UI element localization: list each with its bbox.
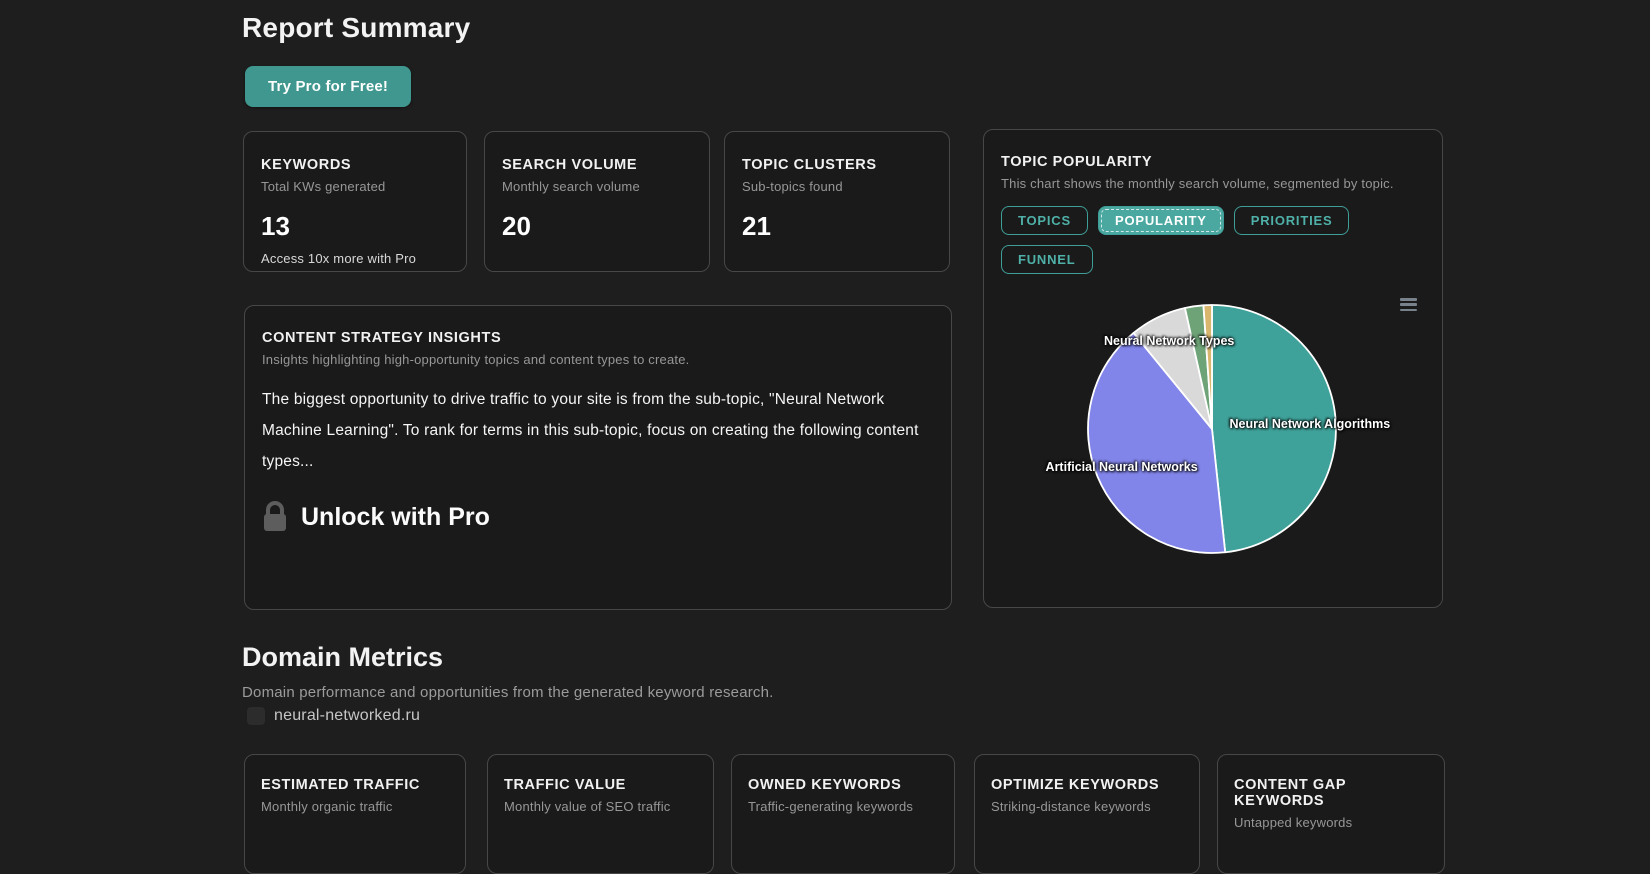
content-strategy-insights-card: CONTENT STRATEGY INSIGHTS Insights highl… [244, 305, 952, 610]
owned-keywords-card: OWNED KEYWORDS Traffic-generating keywor… [731, 754, 955, 874]
unlock-label: Unlock with Pro [301, 502, 490, 531]
stat-value: 20 [502, 211, 531, 241]
card-subtitle: Sub-topics found [742, 179, 843, 194]
traffic-value-card: TRAFFIC VALUE Monthly value of SEO traff… [487, 754, 714, 874]
card-title: TOPIC CLUSTERS [742, 157, 877, 173]
card-subtitle: Monthly search volume [502, 179, 640, 194]
card-title: CONTENT GAP KEYWORDS [1234, 777, 1346, 809]
card-subtitle: Total KWs generated [261, 179, 386, 194]
stat-value: 13 [261, 211, 290, 241]
card-title: TRAFFIC VALUE [504, 777, 626, 793]
tab-priorities[interactable]: PRIORITIES [1233, 206, 1350, 235]
estimated-traffic-card: ESTIMATED TRAFFIC Monthly organic traffi… [244, 754, 466, 874]
card-subtitle: Monthly value of SEO traffic [504, 799, 671, 814]
pie-slice-label: Neural Network Types [1103, 333, 1235, 348]
pie-slice-label: Artificial Neural Networks [1045, 459, 1198, 474]
domain-favicon-icon [247, 707, 265, 725]
tab-popularity[interactable]: POPULARITY [1097, 206, 1224, 235]
card-title: CONTENT STRATEGY INSIGHTS [262, 330, 502, 346]
unlock-with-pro-button[interactable]: Unlock with Pro [262, 501, 490, 533]
content-gap-keywords-card: CONTENT GAP KEYWORDS Untapped keywords [1217, 754, 1445, 874]
try-pro-button[interactable]: Try Pro for Free! [245, 66, 412, 107]
card-subtitle: This chart shows the monthly search volu… [1001, 176, 1394, 191]
tab-funnel[interactable]: FUNNEL [1001, 245, 1093, 274]
card-subtitle: Striking-distance keywords [991, 799, 1151, 814]
domain-metrics-heading: Domain Metrics [242, 642, 444, 672]
card-title: OPTIMIZE KEYWORDS [991, 777, 1160, 793]
pie-chart: Neural Network Algorithms Artificial Neur… [984, 130, 1444, 609]
pie-slice[interactable] [1211, 304, 1337, 554]
topic-popularity-card: TOPIC POPULARITY This chart shows the mo… [983, 129, 1443, 608]
search-volume-card: SEARCH VOLUME Monthly search volume 20 [484, 131, 710, 272]
tab-topics[interactable]: TOPICS [1001, 206, 1088, 235]
card-title: OWNED KEYWORDS [748, 777, 902, 793]
card-title: ESTIMATED TRAFFIC [261, 777, 420, 793]
insights-body-text: The biggest opportunity to drive traffic… [262, 391, 919, 470]
domain-metrics-subtitle: Domain performance and opportunities fro… [242, 684, 774, 701]
keywords-card: KEYWORDS Total KWs generated 13 Access 1… [243, 131, 467, 272]
pie-slice[interactable] [1087, 332, 1227, 554]
card-title: KEYWORDS [261, 157, 352, 173]
chart-menu-icon[interactable] [1400, 298, 1417, 311]
optimize-keywords-card: OPTIMIZE KEYWORDS Striking-distance keyw… [974, 754, 1200, 874]
lock-icon [262, 501, 288, 533]
topic-clusters-card: TOPIC CLUSTERS Sub-topics found 21 [724, 131, 950, 272]
pie-slice-label: Neural Network Algorithms [1229, 416, 1391, 431]
stat-value: 21 [742, 211, 771, 241]
card-title: SEARCH VOLUME [502, 157, 638, 173]
card-subtitle: Monthly organic traffic [261, 799, 393, 814]
card-title: TOPIC POPULARITY [1001, 154, 1153, 170]
page-title: Report Summary [242, 12, 471, 43]
pie-slice[interactable] [1202, 304, 1213, 430]
stat-footnote: Access 10x more with Pro [261, 251, 417, 266]
domain-name: neural-networked.ru [274, 707, 421, 724]
card-subtitle: Traffic-generating keywords [748, 799, 914, 814]
domain-row: neural-networked.ru [247, 707, 420, 725]
chart-tabs: TOPICS POPULARITY PRIORITIES FUNNEL [1001, 206, 1371, 274]
card-subtitle: Insights highlighting high-opportunity t… [262, 352, 690, 367]
card-subtitle: Untapped keywords [1234, 815, 1353, 830]
